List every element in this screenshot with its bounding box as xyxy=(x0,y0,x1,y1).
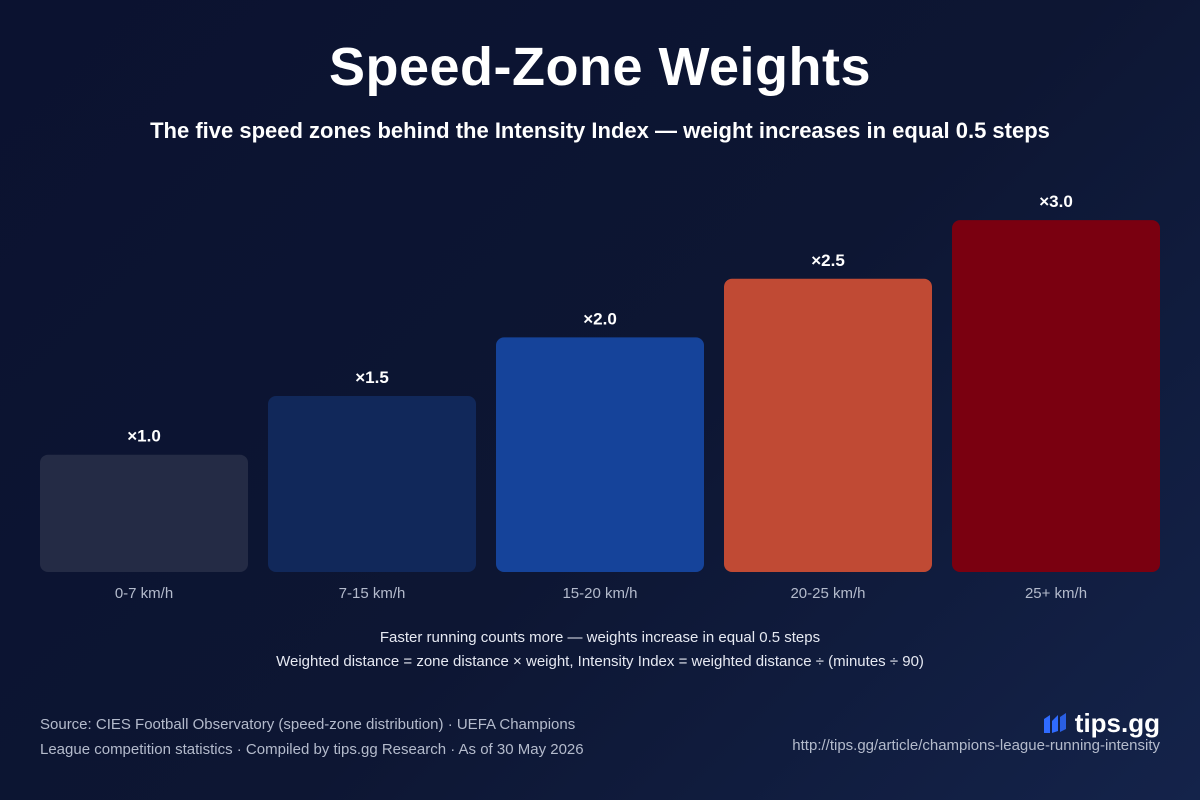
source-line-2: League competition statistics · Compiled… xyxy=(40,741,584,758)
brand: tips.gg xyxy=(1041,708,1160,739)
bar-value-label: ×2.5 xyxy=(811,251,845,270)
chart-title: Speed-Zone Weights xyxy=(328,37,872,97)
note-line-1: Faster running counts more — weights inc… xyxy=(379,629,821,646)
category-tick-label: 15-20 km/h xyxy=(562,585,637,602)
tips-gg-logo-icon xyxy=(1043,712,1066,733)
note-line-2: Weighted distance = zone distance × weig… xyxy=(276,653,924,670)
bar-25-km-h xyxy=(952,220,1160,572)
category-tick-label: 7-15 km/h xyxy=(339,585,406,602)
bar-20-25-km-h xyxy=(724,278,932,572)
chart-notes: Faster running counts more — weights inc… xyxy=(0,626,1200,674)
bar-value-label: ×2.0 xyxy=(583,309,617,328)
bar-15-20-km-h xyxy=(496,337,704,572)
category-tick-label: 25+ km/h xyxy=(1025,585,1087,602)
bar-0-7-km-h xyxy=(40,454,248,572)
brand-name: tips.gg xyxy=(1074,708,1160,738)
bar-value-label: ×3.0 xyxy=(1039,192,1073,211)
bar-7-15-km-h xyxy=(268,396,476,572)
bar-value-label: ×1.0 xyxy=(127,427,161,446)
chart-subtitle: The five speed zones behind the Intensit… xyxy=(150,118,1050,143)
source-line-1: Source: CIES Football Observatory (speed… xyxy=(40,716,576,733)
source-text: Source: CIES Football Observatory (speed… xyxy=(40,712,680,762)
category-tick-label: 0-7 km/h xyxy=(115,585,173,602)
article-url[interactable]: http://tips.gg/article/champions-league-… xyxy=(792,737,1160,754)
category-tick-label: 20-25 km/h xyxy=(790,585,865,602)
bar-chart: ×1.0 0-7 km/h ×1.5 7-15 km/h ×2.0 15-20 km/h ×… xyxy=(40,192,1160,602)
bar-value-label: ×1.5 xyxy=(355,368,389,387)
